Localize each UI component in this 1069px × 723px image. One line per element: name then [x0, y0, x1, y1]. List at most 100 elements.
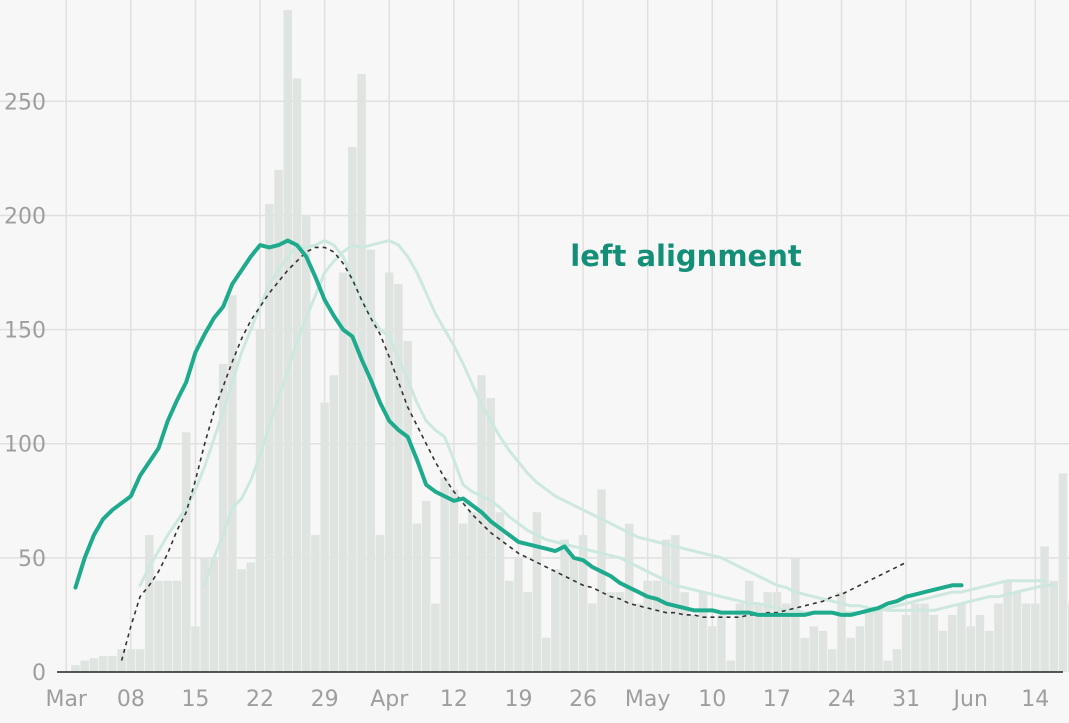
y-tick-label: 150: [4, 319, 46, 344]
x-tick-label: 15: [181, 687, 209, 712]
dashed-trend-line: [120, 246, 907, 661]
x-tick-label: 14: [1021, 687, 1049, 712]
bar: [98, 656, 108, 672]
bar: [578, 535, 588, 672]
y-tick-label: 0: [32, 661, 46, 686]
bar: [680, 592, 689, 672]
bar: [301, 215, 311, 672]
bar: [357, 73, 366, 673]
bar: [200, 557, 209, 672]
x-tick-label: May: [625, 687, 670, 712]
x-tick-label: 26: [569, 687, 597, 712]
bar: [126, 649, 136, 672]
bar: [717, 614, 726, 672]
y-tick-label: 100: [4, 433, 46, 458]
bar: [1040, 546, 1049, 672]
bar: [431, 603, 440, 672]
bar: [1012, 592, 1022, 672]
bar: [597, 489, 606, 672]
bar: [920, 603, 929, 672]
bar: [837, 592, 846, 672]
bar: [366, 249, 376, 673]
bar: [874, 608, 883, 672]
x-tick-label: 29: [311, 687, 339, 712]
bar: [569, 557, 579, 672]
bar: [218, 363, 228, 672]
bar: [994, 603, 1003, 672]
ghost-lines: [138, 239, 1056, 615]
bar: [948, 614, 957, 672]
bar: [486, 398, 496, 672]
bar: [975, 614, 985, 672]
bar: [800, 637, 809, 672]
bar: [1021, 603, 1031, 672]
bar: [1067, 603, 1069, 672]
bar: [237, 569, 246, 672]
main-line: [73, 238, 964, 617]
bar: [698, 592, 708, 672]
bar: [394, 283, 403, 672]
bar: [71, 665, 80, 672]
bar: [726, 660, 735, 672]
main-series-line: [73, 238, 964, 617]
x-tick-label: 10: [698, 687, 726, 712]
bar: [772, 592, 782, 672]
bar: [348, 146, 357, 672]
bar: [541, 637, 551, 672]
bar: [883, 660, 892, 672]
bar: [652, 580, 662, 672]
y-tick-label: 200: [4, 204, 46, 229]
x-tick-label: Mar: [45, 687, 87, 712]
bar: [846, 637, 855, 672]
bar: [412, 523, 422, 672]
bar: [606, 592, 616, 672]
bar: [283, 10, 292, 672]
bar: [1058, 473, 1068, 672]
bar: [966, 626, 975, 672]
ghost-series-line: [138, 239, 1047, 615]
bar: [588, 603, 597, 672]
bar: [154, 580, 163, 672]
bar: [135, 649, 145, 672]
bar: [191, 626, 200, 672]
bar: [671, 535, 680, 672]
bar: [163, 580, 172, 672]
bar: [145, 535, 154, 672]
x-tick-labels: Mar 08 15 22 29 Apr 12 19 26 May 10 17 24 31 Jun 14: [45, 687, 1049, 712]
bar: [172, 580, 182, 672]
x-tick-label: 31: [892, 687, 920, 712]
y-tick-label: 50: [18, 547, 46, 572]
bar: [181, 432, 191, 672]
bar: [984, 630, 994, 672]
bar: [274, 169, 283, 673]
bar: [1049, 580, 1059, 672]
bar: [228, 295, 237, 672]
bar: [80, 660, 89, 672]
bar: [320, 402, 329, 672]
y-tick-labels: 0 50 100 150 200 250: [4, 90, 46, 686]
annotation-left-alignment: left alignment: [570, 239, 802, 273]
bar: [708, 626, 717, 672]
x-tick-label: 19: [504, 687, 532, 712]
x-tick-label: 12: [440, 687, 468, 712]
bar: [89, 658, 99, 672]
bar: [255, 329, 265, 672]
ghost-series-line: [203, 239, 1056, 612]
bar: [818, 630, 828, 672]
bar: [532, 512, 542, 672]
bar: [864, 610, 874, 672]
bar: [828, 649, 837, 672]
bar: [495, 512, 505, 672]
bar: [329, 375, 339, 672]
bar: [292, 78, 302, 672]
bar: [754, 603, 763, 672]
bar: [634, 603, 643, 672]
bar: [440, 477, 449, 672]
dashed-trend: [120, 246, 907, 661]
bar: [458, 523, 468, 672]
bar: [385, 272, 394, 672]
x-tick-label: 24: [827, 687, 855, 712]
bar: [661, 539, 671, 672]
bar: [744, 580, 754, 672]
